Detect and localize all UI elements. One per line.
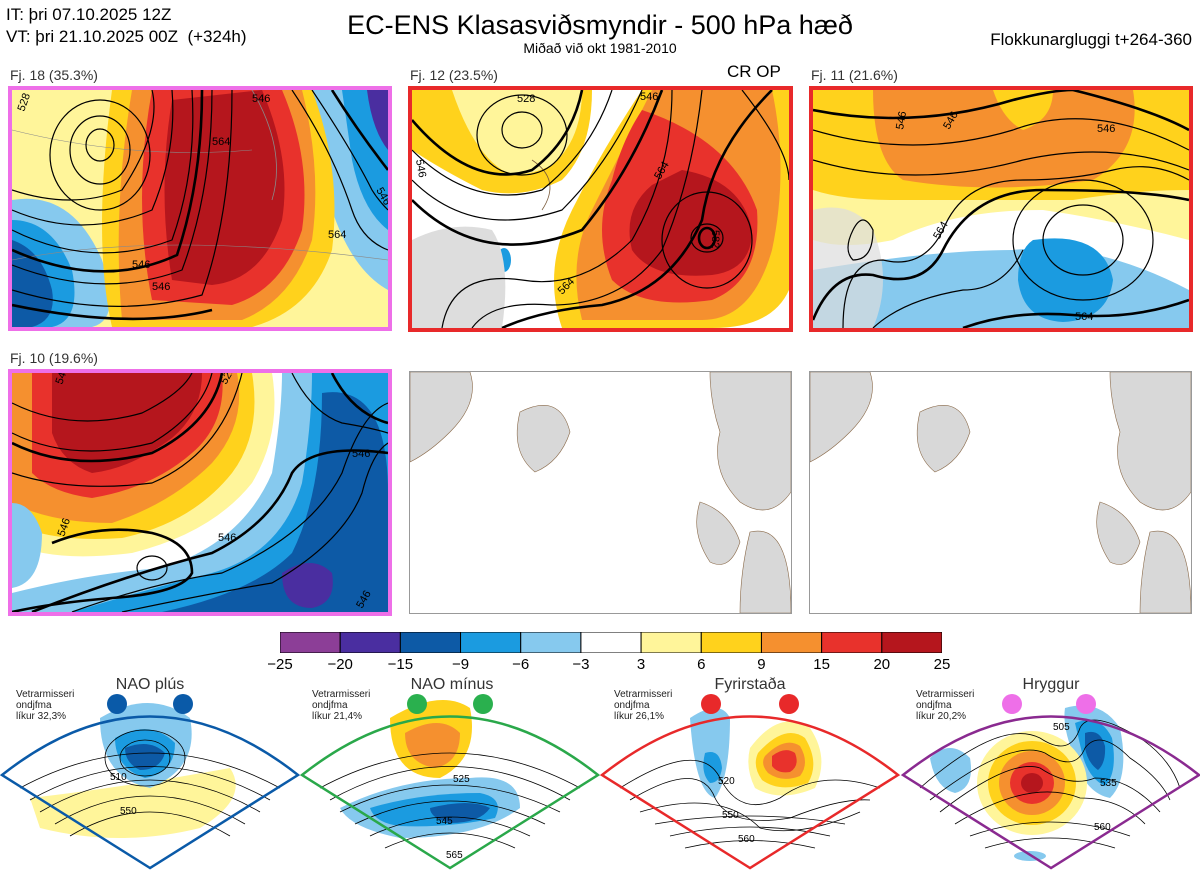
contour-label: 528 bbox=[517, 93, 535, 105]
regime-contour-label: 565 bbox=[446, 850, 463, 861]
contour-label: 546 bbox=[132, 259, 150, 271]
contour-label: 564 bbox=[328, 229, 346, 241]
contour-label: 546 bbox=[413, 158, 428, 178]
contour-label: 546 bbox=[1097, 123, 1115, 135]
contour-label: 564 bbox=[1075, 311, 1093, 323]
cluster-map-1: 528 546 546 564 546 564 546 bbox=[8, 86, 392, 331]
regime-stat-line: Vetrarmisseri bbox=[916, 689, 975, 700]
regime-contour-label: 535 bbox=[1100, 778, 1117, 789]
colorbar-tick-label: 6 bbox=[697, 656, 706, 673]
colorbar-tick-label: 15 bbox=[813, 656, 830, 673]
page-subtitle: Miðað við okt 1981-2010 bbox=[523, 40, 677, 56]
regime-contour-label: 510 bbox=[110, 772, 127, 783]
colorbar-tick-label: −25 bbox=[267, 656, 293, 673]
classification-window: Flokkunargluggi t+264-360 bbox=[990, 30, 1192, 49]
regime-contour-label: 505 bbox=[1053, 722, 1070, 733]
regime-name-nao-plus: NAO plús bbox=[115, 676, 185, 693]
regime-contour-label: 560 bbox=[1094, 822, 1111, 833]
colorbar-bin bbox=[339, 631, 401, 654]
regime-stat-line: líkur 26,1% bbox=[614, 711, 665, 722]
contour-label: 546 bbox=[894, 110, 909, 130]
regime-stat-line: Vetrarmisseri bbox=[312, 689, 371, 700]
regime-stat-line: ondjfma bbox=[614, 700, 650, 711]
panel-label-1: Fj. 18 (35.3%) bbox=[10, 67, 98, 83]
contour-label: 528 bbox=[16, 92, 34, 113]
regime-stat-line: líkur 20,2% bbox=[916, 711, 967, 722]
regime-map-ridge: 505 535 560 bbox=[900, 694, 1200, 870]
cluster-map-2: 528 546 546 564 582 564 bbox=[408, 86, 793, 332]
contour-label: 564 bbox=[212, 136, 230, 148]
regime-stat-line: Vetrarmisseri bbox=[16, 689, 75, 700]
regime-contour-label: 550 bbox=[722, 810, 739, 821]
colorbar-bin bbox=[760, 631, 823, 654]
colorbar-tick-label: −9 bbox=[451, 656, 470, 673]
contour-label: 546 bbox=[152, 281, 170, 293]
panel-label-2: Fj. 12 (23.5%) bbox=[410, 67, 498, 83]
regime-contour-label: 560 bbox=[738, 834, 755, 845]
regime-stat-line: ondjfma bbox=[16, 700, 52, 711]
colorbar-bin bbox=[821, 631, 883, 654]
cluster-map-4: 546 528 546 546 546 546 bbox=[8, 369, 392, 616]
header-times: IT: þri 07.10.2025 12Z VT: þri 21.10.2025… bbox=[6, 4, 247, 48]
contour-label: 546 bbox=[56, 517, 74, 538]
colorbar-tick-label: 9 bbox=[757, 656, 766, 673]
colorbar-tick-label: −15 bbox=[387, 656, 414, 673]
regime-contour-label: 525 bbox=[453, 774, 470, 785]
valid-time: VT: þri 21.10.2025 00Z (+324h) bbox=[6, 27, 247, 46]
panel-label-4: Fj. 10 (19.6%) bbox=[10, 350, 98, 366]
control-operational-tag: CR OP bbox=[727, 62, 781, 81]
regime-stat-line: ondjfma bbox=[312, 700, 348, 711]
regime-map-nao-minus: 525 545 565 bbox=[299, 694, 601, 870]
colorbar-bin bbox=[520, 631, 582, 654]
regime-stat-nao-plus: Vetrarmisseri ondjfma líkur 32,3% bbox=[16, 689, 74, 722]
regime-contour-label: 550 bbox=[120, 806, 137, 817]
initial-time: IT: þri 07.10.2025 12Z bbox=[6, 5, 172, 24]
contour-label: 546 bbox=[352, 448, 370, 460]
colorbar-tick-label: −20 bbox=[327, 656, 353, 673]
colorbar-bin bbox=[700, 631, 762, 654]
colorbar-tick-label: 25 bbox=[933, 656, 951, 673]
empty-map-1 bbox=[409, 371, 792, 614]
regime-stat-nao-minus: Vetrarmisseri ondjfma líkur 21,4% bbox=[312, 689, 370, 722]
colorbar-tick-label: 3 bbox=[636, 656, 646, 673]
colorbar-bin bbox=[460, 631, 522, 654]
colorbar-tick-label: 20 bbox=[873, 656, 891, 673]
regime-map-nao-plus: 510 550 bbox=[0, 694, 301, 870]
colorbar-tick-label: −3 bbox=[572, 656, 590, 673]
regime-contour-label: 520 bbox=[718, 776, 735, 787]
regime-name-ridge: Hryggur bbox=[1022, 676, 1080, 693]
regime-name-nao-minus: NAO mínus bbox=[410, 676, 494, 693]
regime-name-blocking: Fyrirstaða bbox=[714, 676, 786, 693]
regime-stat-blocking: Vetrarmisseri ondjfma líkur 26,1% bbox=[614, 689, 672, 722]
colorbar-bin bbox=[580, 631, 642, 654]
regime-contour-label: 545 bbox=[436, 816, 453, 827]
contour-label: 546 bbox=[252, 93, 270, 105]
cluster-map-3: 546 546 546 564 564 bbox=[809, 86, 1193, 332]
contour-label: 582 bbox=[709, 230, 721, 248]
contour-label: 546 bbox=[640, 91, 658, 103]
regime-stat-line: Vetrarmisseri bbox=[614, 689, 673, 700]
regime-stat-line: líkur 21,4% bbox=[312, 711, 363, 722]
regime-stat-line: líkur 32,3% bbox=[16, 711, 67, 722]
page-title: EC-ENS Klasasviðsmyndir - 500 hPa hæð bbox=[347, 10, 853, 40]
colorbar-bin bbox=[881, 631, 943, 654]
empty-map-2 bbox=[809, 371, 1192, 614]
colorbar bbox=[279, 631, 943, 654]
regime-stat-line: ondjfma bbox=[916, 700, 952, 711]
regime-row: 510 550 525 545 565 bbox=[0, 678, 1200, 871]
contour-label: 546 bbox=[218, 532, 236, 544]
colorbar-bin bbox=[640, 631, 702, 654]
panel-label-3: Fj. 11 (21.6%) bbox=[811, 67, 898, 83]
regime-stat-ridge: Vetrarmisseri ondjfma líkur 20,2% bbox=[916, 689, 974, 722]
colorbar-tick-label: −6 bbox=[512, 656, 530, 673]
regime-map-blocking: 520 550 560 bbox=[599, 694, 901, 870]
colorbar-bin bbox=[279, 631, 341, 654]
colorbar-bin bbox=[399, 631, 462, 654]
